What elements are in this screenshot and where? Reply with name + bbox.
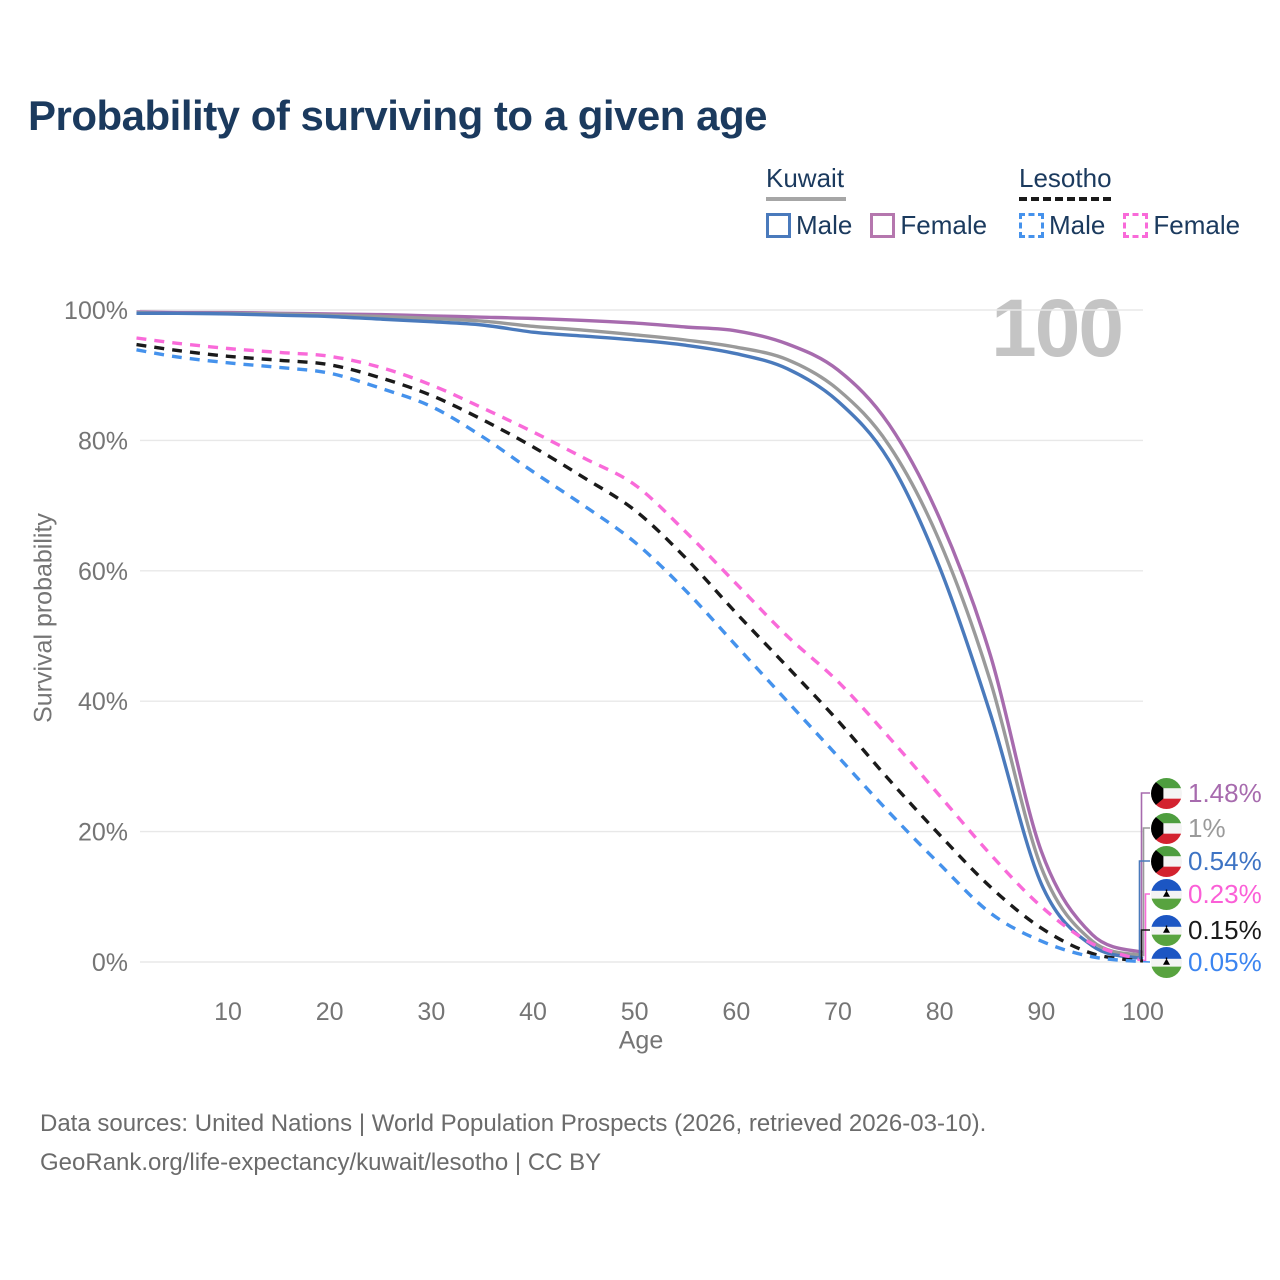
x-tick-label: 30 [417, 998, 445, 1026]
legend-checkbox-kuwait-male[interactable] [766, 213, 791, 238]
x-tick-label: 40 [519, 998, 547, 1026]
end-label-value: 1.48% [1188, 777, 1262, 808]
kuwait-flag-icon [1151, 812, 1182, 844]
page-title: Probability of surviving to a given age [28, 92, 767, 139]
x-tick-label: 10 [214, 998, 242, 1026]
legend-checkbox-kuwait-female[interactable] [870, 213, 896, 238]
end-label-lesotho-male: 0.05% [1151, 946, 1262, 978]
end-label-value: 0.15% [1188, 914, 1262, 945]
x-tick-label: 50 [621, 998, 649, 1026]
end-label-value: 0.54% [1188, 845, 1262, 876]
y-tick-label: 0% [92, 949, 128, 977]
legend-label: Female [900, 210, 988, 240]
end-label-lesotho: 0.15% [1151, 914, 1262, 946]
legend-item-lesotho-male[interactable]: Male [1019, 210, 1105, 241]
legend-checkbox-lesotho-female[interactable] [1123, 213, 1149, 238]
y-tick-label: 40% [78, 688, 128, 716]
legend-item-kuwait-male[interactable]: Male [766, 210, 852, 241]
legend-underline-kuwait [766, 197, 846, 201]
legend-country-kuwait[interactable]: Kuwait [766, 163, 845, 193]
end-label-connector [1143, 893, 1150, 962]
y-axis-title: Survival probability [29, 513, 58, 723]
end-label-connector [1142, 827, 1150, 957]
x-tick-label: 100 [1122, 998, 1164, 1026]
y-tick-label: 60% [78, 558, 128, 586]
legend-item-lesotho-female[interactable]: Female [1123, 210, 1240, 241]
legend-group-lesotho: Lesotho Male Female [1019, 163, 1258, 241]
y-tick-label: 80% [78, 427, 128, 455]
legend-group-kuwait: Kuwait Male Female [766, 163, 1005, 241]
x-tick-label: 90 [1027, 998, 1055, 1026]
end-label-kuwait-male: 0.54% [1151, 845, 1262, 877]
end-label-value: 1% [1188, 812, 1226, 843]
end-label-kuwait: 1% [1151, 812, 1226, 844]
end-label-value: 0.23% [1188, 878, 1262, 909]
x-tick-label: 20 [316, 998, 344, 1026]
x-axis-title: Age [618, 1026, 664, 1055]
legend-label: Male [1049, 210, 1106, 240]
legend-label: Female [1153, 210, 1241, 240]
series-line-kuwait-male[interactable] [136, 311, 1144, 961]
kuwait-flag-icon [1151, 845, 1182, 877]
end-label-lesotho-female: 0.23% [1151, 878, 1262, 910]
end-label-value: 0.05% [1188, 946, 1262, 977]
legend-underline-lesotho [1019, 197, 1111, 201]
legend-country-lesotho[interactable]: Lesotho [1019, 163, 1112, 193]
legend-checkbox-lesotho-male[interactable] [1019, 213, 1044, 238]
series-line-kuwait-female[interactable] [136, 310, 1144, 955]
series-line-lesotho[interactable] [136, 342, 1144, 963]
series-line-lesotho-male[interactable] [136, 348, 1144, 964]
y-tick-label: 100% [64, 297, 128, 325]
legend-label: Male [796, 210, 853, 240]
end-label-kuwait-female: 1.48% [1151, 777, 1262, 809]
series-line-lesotho-female[interactable] [136, 336, 1144, 963]
lesotho-flag-icon [1151, 914, 1182, 946]
footer-link: GeoRank.org/life-expectancy/kuwait/lesot… [40, 1149, 602, 1176]
end-label-connector [1140, 929, 1150, 962]
x-tick-label: 60 [722, 998, 750, 1026]
series-line-kuwait[interactable] [136, 310, 1144, 958]
lesotho-flag-icon [1151, 946, 1182, 978]
legend-item-kuwait-female[interactable]: Female [870, 210, 987, 241]
footer-sources: Data sources: United Nations | World Pop… [40, 1110, 987, 1137]
lesotho-flag-icon [1151, 878, 1182, 910]
age-watermark: 100 [991, 283, 1124, 374]
kuwait-flag-icon [1151, 777, 1182, 809]
x-tick-label: 70 [824, 998, 852, 1026]
y-tick-label: 20% [78, 819, 128, 847]
footer: Data sources: United Nations | World Pop… [40, 1104, 986, 1182]
x-tick-label: 80 [926, 998, 954, 1026]
